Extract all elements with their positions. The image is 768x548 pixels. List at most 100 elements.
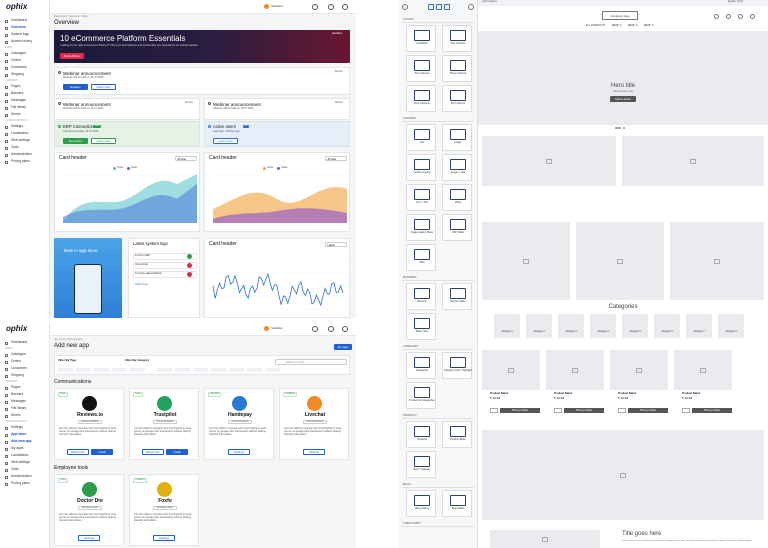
widget-tile[interactable]: Blog Slider [442,490,472,517]
button[interactable]: Install [91,449,113,455]
widget-tile[interactable]: Text [406,124,436,151]
nav-item[interactable]: Dashboard [11,340,28,344]
widget-tile[interactable]: Slider Hero [406,313,436,340]
top-icon[interactable] [328,326,334,332]
nav-item[interactable]: Tools [11,145,19,149]
category-tile[interactable]: Category 3 [558,314,584,338]
filter-chip[interactable] [94,368,109,372]
nav-item[interactable]: My apps [11,446,24,450]
filter-chip[interactable] [247,368,262,372]
button[interactable]: Primary button [692,408,732,413]
nav-item[interactable]: Banners [11,91,24,95]
widget-tile[interactable]: Content Listing [406,154,436,181]
widget-tile[interactable]: Banners [406,283,436,310]
nav-item[interactable]: Messages [11,399,27,403]
widget-tile[interactable]: Product list Categories [406,382,436,409]
nav-item[interactable]: Add new app [11,439,32,443]
button[interactable]: Settings [228,449,250,455]
widget-tile[interactable]: Image + Text [442,154,472,181]
panel-icon[interactable] [468,4,474,10]
button[interactable]: Run Action [63,138,88,144]
nav-item[interactable]: Stores [11,413,21,417]
button[interactable]: Install [166,449,188,455]
panel-icon[interactable] [436,4,442,10]
nav-item[interactable]: Overview [11,25,26,29]
widget-tile[interactable]: Six Columns [442,85,472,112]
nav-item[interactable]: App store [11,432,27,436]
nav-item[interactable]: Tools [11,467,19,471]
nav-item[interactable]: Customers [11,366,27,370]
widget-tile[interactable]: Categories [406,352,436,379]
top-icon[interactable] [328,4,334,10]
qty-box[interactable] [618,408,626,413]
widget-tile[interactable]: Video [442,184,472,211]
button[interactable]: Article Button [60,53,84,59]
nav-item[interactable]: Banners [11,392,24,396]
category-tile[interactable]: Category 1 [494,314,520,338]
filter-chip[interactable] [76,368,91,372]
button[interactable]: Learn more [91,138,116,144]
nav-item[interactable]: Access history [11,39,33,43]
header-icon[interactable] [750,14,755,19]
select[interactable]: Latest [325,241,347,247]
nav-item[interactable]: Settings [11,425,23,429]
top-icon[interactable] [312,4,318,10]
filter-chip[interactable] [58,368,73,372]
nav-item[interactable]: Orders [11,359,22,363]
widget-tile[interactable]: Banner Slider [442,283,472,310]
widget-tile[interactable]: Image [442,124,472,151]
widget-tile[interactable]: Product Slider [442,421,472,448]
nav-link[interactable]: ALL PRODUCTS [586,24,606,27]
filter-chip[interactable] [265,368,280,372]
button[interactable]: Settings [78,535,100,541]
filter-chip[interactable] [211,368,226,372]
nav-item[interactable]: Shipping [11,373,24,377]
nav-item[interactable]: Settings [11,124,23,128]
nav-item[interactable]: Shipping [11,72,24,76]
nav-link[interactable]: MENU 1 [612,24,622,27]
nav-item[interactable]: Administration [11,152,32,156]
category-tile[interactable]: Category 2 [526,314,552,338]
widget-tile[interactable]: Four Columns [406,85,436,112]
widget-tile[interactable]: Three Columns [442,55,472,82]
nav-item[interactable]: Pricing plans [11,159,30,163]
nav-item[interactable]: Messages [11,98,27,102]
nav-item[interactable]: Localisation [11,131,29,135]
nav-item[interactable]: Pricing plans [11,481,30,485]
filter-chip[interactable] [157,368,172,372]
top-icon[interactable] [342,326,348,332]
nav-item[interactable]: File library [11,406,27,410]
filter-chip[interactable] [229,368,244,372]
button[interactable]: Read more [142,449,164,455]
button[interactable]: Primary button [500,408,540,413]
category-tile[interactable]: Category 4 [590,314,616,338]
qty-box[interactable] [554,408,562,413]
select[interactable]: All time [175,155,197,161]
button[interactable]: Primary button [628,408,668,413]
button[interactable]: Register [63,84,88,90]
top-icon[interactable] [342,4,348,10]
link[interactable]: View more [135,282,149,286]
panel-icon[interactable] [428,4,434,10]
nav-link[interactable]: MENU 3 [644,24,654,27]
nav-item[interactable]: Administration [11,474,32,478]
nav-link[interactable]: MENU 2 [628,24,638,27]
widget-tile[interactable]: Icon + Text [406,184,436,211]
select[interactable]: All time [325,155,347,161]
search[interactable]: Search for Apps [275,359,347,365]
nav-item[interactable]: Orders [11,58,22,62]
category-tile[interactable]: Category 6 [654,314,680,338]
panel-icon[interactable] [402,4,408,10]
widget-tile[interactable]: Full Width [406,25,436,52]
nav-item[interactable]: Pages [11,84,21,88]
button[interactable]: Learn more [91,84,116,90]
filter-chip[interactable] [130,368,145,372]
panel-icon[interactable] [444,4,450,10]
filter-chip[interactable] [112,368,127,372]
button[interactable]: Learn more [213,138,238,144]
button[interactable]: Settings [303,449,325,455]
header-icon[interactable] [726,14,731,19]
button[interactable]: Read more [67,449,89,455]
nav-item[interactable]: Localisation [11,453,29,457]
category-tile[interactable]: Category 7 [686,314,712,338]
